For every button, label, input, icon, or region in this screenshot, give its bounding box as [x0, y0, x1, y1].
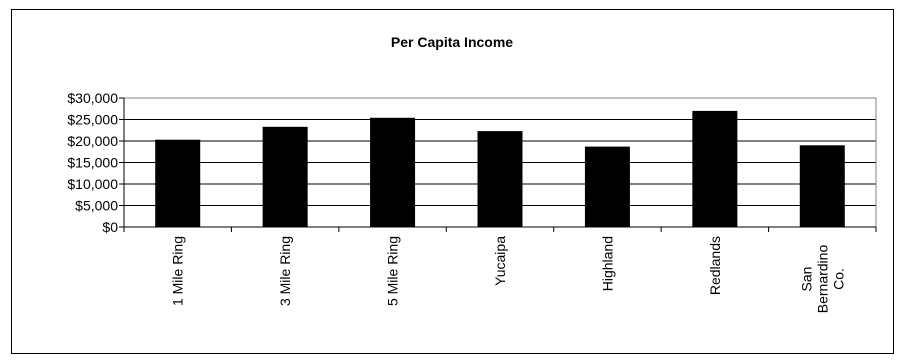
- x-tick-label-2: 5 Mile Ring: [385, 236, 401, 306]
- y-tick-label-2: $10,000: [67, 176, 118, 192]
- x-tick-label-1: 3 Mile Ring: [277, 236, 293, 306]
- x-tick-label-3-line-0: Yucaipa: [492, 236, 508, 286]
- bar-4: [584, 146, 630, 227]
- bars: [155, 110, 845, 227]
- x-tick-label-6-line-1: Bernardino: [814, 245, 830, 314]
- x-tick-label-5: Redlands: [707, 236, 723, 295]
- x-tick-label-0: 1 Mile Ring: [170, 236, 186, 306]
- y-tick-label-5: $25,000: [67, 112, 118, 128]
- x-tick-label-0-line-0: 1 Mile Ring: [170, 236, 186, 306]
- bar-2: [370, 117, 416, 227]
- chart-title: Per Capita Income: [391, 34, 513, 50]
- y-tick-label-6: $30,000: [67, 90, 118, 106]
- x-tick-label-3: Yucaipa: [492, 236, 508, 286]
- x-tick-label-6: San Bernardino Co.: [798, 245, 846, 314]
- x-tick-label-6-line-0: San: [798, 267, 814, 292]
- x-tick-label-2-line-0: 5 Mile Ring: [385, 236, 401, 306]
- x-tick-label-1-line-0: 3 Mile Ring: [277, 236, 293, 306]
- y-tick-label-4: $20,000: [67, 133, 118, 149]
- x-tick-labels: 1 Mile Ring 3 Mile Ring 5 Mile Ring Yucaipa…: [170, 236, 847, 313]
- y-tick-label-1: $5,000: [75, 198, 118, 214]
- bar-6: [799, 145, 845, 227]
- y-tick-label-3: $15,000: [67, 155, 118, 171]
- axes: [119, 97, 877, 232]
- bar-3: [477, 131, 523, 227]
- bar-1: [262, 126, 308, 227]
- x-tick-label-4: Highland: [599, 236, 615, 291]
- bar-5: [692, 110, 738, 227]
- x-tick-label-4-line-0: Highland: [599, 236, 615, 291]
- x-tick-label-5-line-0: Redlands: [707, 236, 723, 295]
- y-tick-label-0: $0: [102, 219, 118, 235]
- y-tick-labels: $0 $5,000 $10,000 $15,000 $20,000 $25,000 $30,…: [67, 90, 118, 235]
- bar-0: [155, 139, 201, 227]
- x-tick-label-6-line-2: Co.: [830, 268, 846, 290]
